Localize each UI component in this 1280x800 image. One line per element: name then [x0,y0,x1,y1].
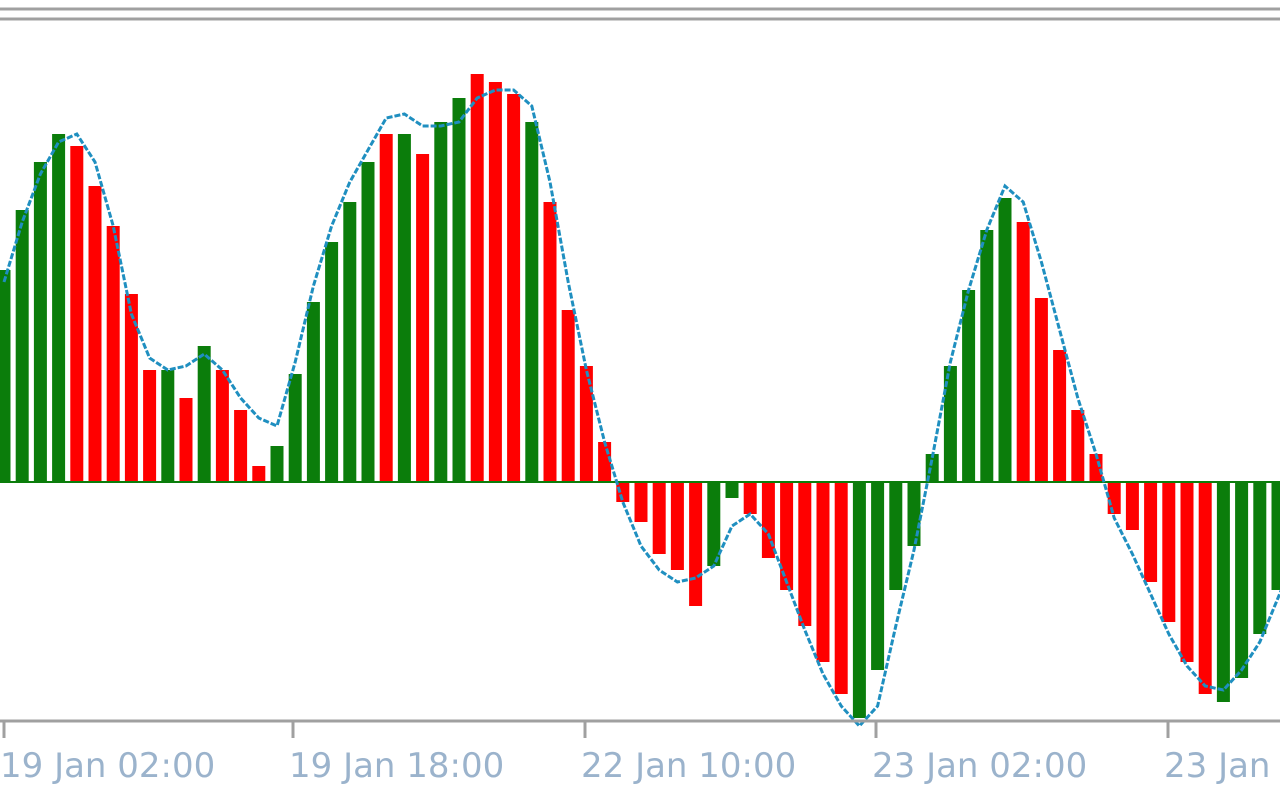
histogram-bar [780,482,794,590]
histogram-bar [106,226,120,482]
histogram-bar [962,290,976,482]
histogram-bar [1053,350,1067,482]
histogram-bar [525,122,539,482]
histogram-bar [70,146,84,482]
histogram-bar [33,162,47,482]
histogram-bar [15,210,29,482]
histogram-bar [270,446,284,482]
signal-line-path [2,88,1280,729]
histogram-bar [561,310,575,482]
histogram-bar [1198,482,1212,694]
histogram-bar [1216,482,1230,702]
histogram-bar [998,198,1012,482]
histogram-bar [397,134,411,482]
histogram-bar [361,162,375,482]
histogram-bar [889,482,903,590]
histogram-bar [1125,482,1139,530]
histogram-bar [1162,482,1176,622]
x-axis: 19 Jan 02:00 19 Jan 18:00 22 Jan 10:00 23 J… [0,719,1280,786]
histogram-bar [1271,482,1280,590]
x-tick-label: 19 Jan 18:00 [289,746,504,786]
histogram-bar [343,202,357,482]
histogram-bar [124,294,138,482]
histogram-bar [543,202,557,482]
histogram-bar [1253,482,1267,634]
x-tick-label: 23 Jan 02:00 [872,746,1087,786]
histogram-bar [925,454,939,482]
x-tick-label: 19 Jan 02:00 [0,746,215,786]
histogram-bar [143,370,157,482]
histogram-bar [579,366,593,482]
histogram-bar [161,370,175,482]
histogram-bar [907,482,921,546]
signal-line [2,88,1280,729]
histogram-bar [1016,222,1030,482]
histogram-bars [0,74,1280,718]
histogram-bar [1107,482,1121,514]
histogram-bar [834,482,848,694]
histogram-bar [816,482,830,662]
histogram-bar [852,482,866,718]
top-border [0,7,1280,21]
histogram-bar [0,270,11,482]
histogram-bar [980,230,994,482]
histogram-bar [416,154,430,482]
x-tick-label: 22 Jan 10:00 [581,746,796,786]
histogram-bar [725,482,739,498]
histogram-bar [761,482,775,558]
histogram-bar [670,482,684,570]
histogram-bar [434,122,448,482]
histogram-bar [52,134,66,482]
histogram-bar [798,482,812,626]
histogram-bar [743,482,757,514]
histogram-bar [1071,410,1085,482]
histogram-bar [179,398,193,482]
histogram-bar [707,482,721,566]
histogram-bar [306,302,320,482]
histogram-bar [452,98,466,482]
histogram-bar [252,466,266,482]
histogram-bar [379,134,393,482]
histogram-bar [689,482,703,606]
histogram-bar [215,370,229,482]
histogram-bar [197,346,211,482]
histogram-bar [1034,298,1048,482]
histogram-bar [470,74,484,482]
histogram-bar [634,482,648,522]
x-tick-label: 23 Jan 18:00 [1164,746,1280,786]
histogram-bar [507,94,521,482]
histogram-bar [325,242,339,482]
histogram-bar [1180,482,1194,662]
histogram-bar [88,186,102,482]
histogram-bar [234,410,248,482]
histogram-bar [871,482,885,670]
histogram-bar [652,482,666,554]
histogram-bar [943,366,957,482]
histogram-bar [1235,482,1249,678]
histogram-bar [1144,482,1158,582]
histogram-bar [288,374,302,482]
histogram-bar [488,82,502,482]
